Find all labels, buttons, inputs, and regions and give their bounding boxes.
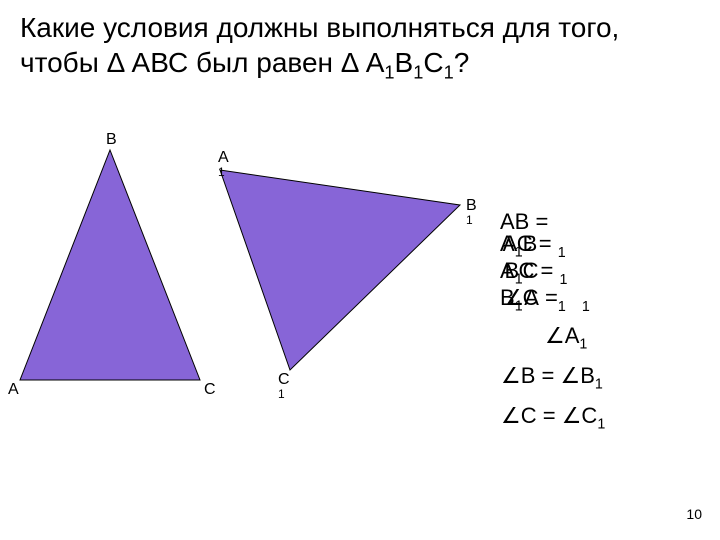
cond-angle-tail-sub: 1 — [582, 299, 590, 315]
cond-ac-inline: АС = — [503, 231, 558, 256]
angle-b-eq: = — [535, 363, 560, 388]
side-conditions: АВ = А1ВАС = 1 А1СВС = 1 В1С∠А =11 — [500, 210, 700, 318]
angle-c-right: ∠C — [562, 403, 598, 428]
vertex-a1-sub: 1 — [218, 166, 229, 178]
angle-a-sub: 1 — [579, 336, 587, 352]
page-number: 10 — [686, 506, 702, 522]
vertex-b1: В 1 — [466, 198, 477, 226]
vertex-b1-text: В — [466, 197, 477, 214]
angle-b-sub: 1 — [595, 376, 603, 392]
angle-row-c: ∠C = ∠C1 — [495, 400, 611, 436]
cond-bc-right: В1С∠А =11 — [500, 286, 700, 315]
angle-row-b: ∠B = ∠B1 — [495, 360, 609, 396]
angle-c-eq: = — [537, 403, 562, 428]
vertex-c1-text: С — [278, 371, 290, 388]
triangle-a1b1c1-shape — [220, 170, 460, 370]
cond-ab-right: А1ВАС = 1 — [500, 232, 700, 261]
angle-row-a: ∠A1 — [539, 320, 593, 356]
angle-a-right: ∠A — [545, 323, 579, 348]
angle-c-left: ∠C — [501, 403, 537, 428]
vertex-a1-text: А — [218, 149, 229, 166]
angle-conditions: ∠A1 ∠B = ∠B1 ∠C = ∠C1 — [495, 320, 611, 440]
angle-c-sub: 1 — [597, 416, 605, 432]
cond-ac-r2s: 1 — [559, 272, 567, 288]
cond-bc-r2s: 1 — [558, 299, 566, 315]
vertex-c1-sub: 1 — [278, 388, 290, 400]
vertex-a1: А 1 — [218, 150, 229, 178]
cond-angle-tail: ∠А = — [505, 285, 558, 310]
angle-b-right: ∠B — [560, 363, 594, 388]
vertex-c1: С 1 — [278, 372, 290, 400]
vertex-b1-sub: 1 — [466, 214, 477, 226]
cond-bc-inline: ВС = — [505, 258, 560, 283]
angle-b-left: ∠B — [501, 363, 535, 388]
